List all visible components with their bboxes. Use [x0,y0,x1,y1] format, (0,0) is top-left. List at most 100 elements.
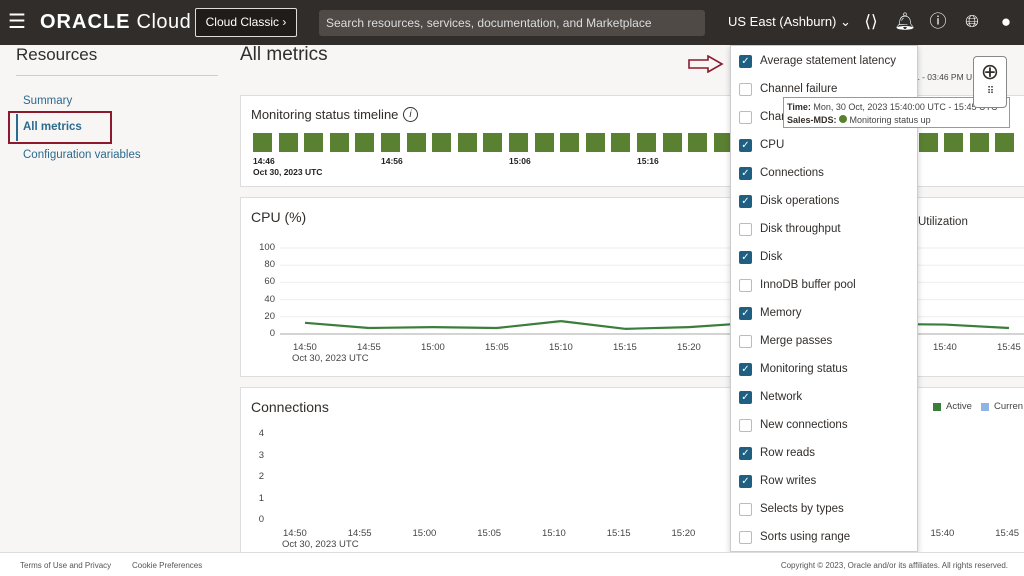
region-label: US East (Ashburn) [728,14,837,29]
timeline-segment[interactable] [944,133,964,152]
dropdown-item[interactable]: ✓ Disk [739,246,782,268]
timeline-segment[interactable] [355,133,375,152]
cpu-x-tick: 15:40 [933,342,957,353]
checkbox[interactable]: ✓ [739,474,752,488]
timeline-segment[interactable] [432,133,452,152]
timeline-segment[interactable] [304,133,324,152]
legend-swatch [981,402,989,411]
notifications-bell-icon[interactable]: 🔔︎ [894,12,916,31]
checkbox[interactable] [739,334,752,348]
connections-y-tick: 1 [258,492,264,504]
checkbox[interactable] [739,418,752,432]
dropdown-item-label: Monitoring status [760,363,848,375]
region-selector[interactable]: US East (Ashburn) ⌄ [728,14,851,29]
checkbox[interactable]: ✓ [739,446,752,460]
timeline-segment[interactable] [585,133,605,152]
cookie-preferences-link[interactable]: Cookie Preferences [132,561,203,570]
dropdown-item[interactable]: Channel failure [739,78,837,100]
checkbox[interactable]: ✓ [739,138,752,152]
dropdown-item[interactable]: ✓ Row writes [739,470,816,492]
metrics-filter-dropdown: ✓ Average statement latency Channel failur… [730,45,918,552]
checkbox[interactable]: ✓ [739,362,752,376]
checkbox[interactable] [739,222,752,236]
legend-active: Active [933,401,972,412]
sidebar-item-summary[interactable]: Summary [23,95,73,107]
sidebar-title: Resources [16,45,98,64]
timeline-segment[interactable] [713,133,733,152]
checkbox[interactable]: ✓ [739,194,752,208]
cpu-y-tick: 60 [264,276,275,288]
sidebar-divider [16,75,218,76]
checkbox[interactable] [739,110,752,124]
timeline-segment[interactable] [329,133,349,152]
timeline-segment[interactable] [253,133,272,152]
dropdown-item[interactable]: ✓ Memory [739,302,802,324]
dropdown-item-label: Row writes [760,475,817,487]
checkbox[interactable]: ✓ [739,306,752,320]
search-input[interactable]: Search resources, services, documentatio… [319,10,705,36]
dropdown-item-label: InnoDB buffer pool [760,279,856,291]
timeline-segment[interactable] [483,133,503,152]
time-range-text: 1 - 03:46 PM U [915,72,973,82]
dropdown-item[interactable]: ✓ Disk operations [739,190,839,212]
dropdown-item-label: New connections [760,419,848,431]
timeline-segment[interactable] [918,133,938,152]
dropdown-item[interactable]: Sorts using range [739,526,850,548]
sidebar-item-all-metrics[interactable]: All metrics [23,121,82,133]
dropdown-item[interactable]: Merge passes [739,330,832,352]
dropdown-item[interactable]: New connections [739,414,848,436]
dropdown-item-label: Merge passes [760,335,833,347]
dropdown-item-label: Network [760,391,803,403]
checkbox[interactable] [739,530,752,544]
user-avatar-icon[interactable]: ● [1000,12,1012,31]
timeline-segment[interactable] [406,133,426,152]
dropdown-item[interactable]: ✓ Monitoring status [739,358,848,380]
dropdown-item-label: Memory [760,307,802,319]
timeline-segment[interactable] [688,133,708,152]
timeline-segment[interactable] [662,133,682,152]
checkbox[interactable]: ✓ [739,54,752,68]
timeline-segment[interactable] [995,133,1015,152]
cpu-x-tick: 15:15 [613,342,637,353]
hamburger-menu-icon[interactable]: ☰ [8,11,26,33]
cpu-line-segment [432,326,498,330]
dropdown-item[interactable]: ✓ Row reads [739,442,815,464]
sidebar-item-configuration-variables[interactable]: Configuration variables [23,149,141,161]
timeline-segment[interactable] [637,133,656,152]
checkbox[interactable]: ✓ [739,166,752,180]
timeline-segment[interactable] [381,133,400,152]
help-icon[interactable]: ⓘ [929,12,947,31]
language-globe-icon[interactable]: 🌐︎ [965,12,979,31]
timeline-segment[interactable] [534,133,554,152]
connections-x-tick: 15:05 [477,528,502,539]
timeline-segment[interactable] [457,133,477,152]
timeline-segment[interactable] [969,133,989,152]
checkbox[interactable] [739,278,752,292]
arrow-annotation-icon [688,55,724,73]
dropdown-item[interactable]: InnoDB buffer pool [739,274,856,296]
checkbox[interactable]: ✓ [739,390,752,404]
terms-link[interactable]: Terms of Use and Privacy [20,561,112,570]
dropdown-item[interactable]: ✓ Average statement latency [739,50,896,72]
cloud-classic-button[interactable]: Cloud Classic › [195,8,297,37]
timeline-segment[interactable] [509,133,528,152]
checkbox[interactable] [739,82,752,96]
dropdown-item-label: Sorts using range [760,531,851,543]
checkbox[interactable]: ✓ [739,250,752,264]
timeline-segment[interactable] [560,133,580,152]
oracle-cloud-logo[interactable]: ORACLE Cloud [40,11,191,34]
dropdown-item[interactable]: ✓ Network [739,386,802,408]
timeline-segment[interactable] [611,133,631,152]
dropdown-item[interactable]: Selects by types [739,498,844,520]
dropdown-item[interactable]: Chan [739,106,788,128]
code-editor-icon[interactable]: ⟨⟩ [864,12,878,31]
dropdown-item[interactable]: ✓ CPU [739,134,784,156]
cpu-y-tick: 20 [264,310,275,322]
info-icon[interactable]: i [403,107,418,122]
checkbox[interactable] [739,502,752,516]
cpu-y-tick: 0 [269,328,275,339]
help-widget[interactable]: ⊕ ⠿ [973,56,1007,108]
dropdown-item[interactable]: ✓ Connections [739,162,824,184]
dropdown-item[interactable]: Disk throughput [739,218,841,240]
timeline-segment[interactable] [278,133,298,152]
